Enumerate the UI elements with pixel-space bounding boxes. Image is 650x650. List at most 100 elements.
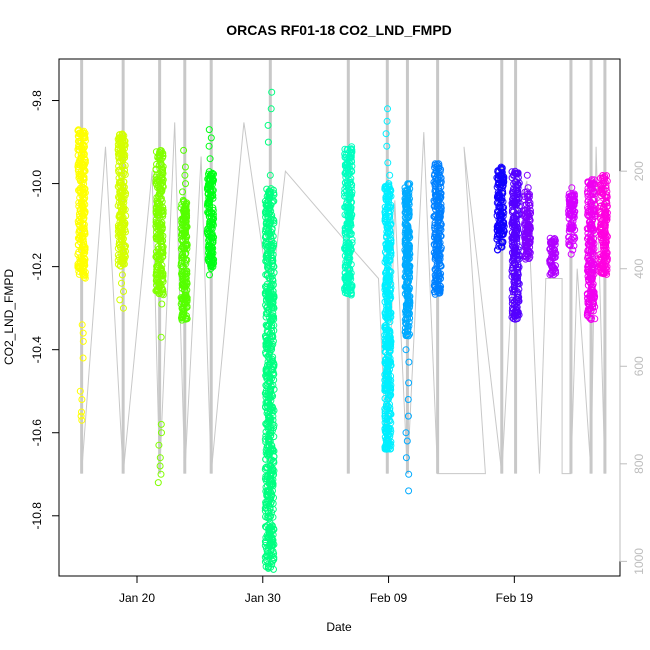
data-point xyxy=(154,207,162,215)
data-point xyxy=(405,293,413,301)
data-point xyxy=(525,255,533,262)
data-point xyxy=(383,335,391,343)
data-point xyxy=(435,276,443,284)
data-point xyxy=(386,213,394,221)
data-point xyxy=(265,378,273,386)
data-point xyxy=(381,324,389,332)
data-point xyxy=(570,242,578,250)
data-point xyxy=(383,365,391,373)
data-point xyxy=(434,187,442,195)
data-point xyxy=(159,291,167,299)
data-point xyxy=(387,410,395,418)
data-point xyxy=(347,175,355,183)
data-point xyxy=(568,192,576,199)
data-point xyxy=(432,250,439,258)
data-point xyxy=(584,263,592,271)
data-point xyxy=(269,471,277,479)
data-point xyxy=(405,301,413,309)
flight-series-8 xyxy=(381,105,395,453)
flight-series-11 xyxy=(493,163,508,254)
data-point xyxy=(348,158,356,166)
data-point xyxy=(513,196,521,204)
data-point xyxy=(119,304,127,312)
data-point xyxy=(402,331,410,338)
data-point xyxy=(384,441,392,449)
data-point xyxy=(342,225,349,233)
data-point xyxy=(584,233,592,241)
data-point xyxy=(384,209,392,217)
data-point xyxy=(433,197,441,205)
data-point xyxy=(521,196,528,204)
data-point xyxy=(77,209,85,217)
data-point xyxy=(118,279,125,287)
data-point xyxy=(264,358,272,366)
data-point xyxy=(159,276,167,284)
flight-series-12 xyxy=(508,167,523,323)
data-point xyxy=(385,416,393,424)
data-point xyxy=(512,226,520,234)
data-point xyxy=(207,224,215,232)
data-point xyxy=(509,315,517,323)
data-point xyxy=(119,228,127,236)
data-point xyxy=(514,224,522,232)
data-point xyxy=(383,282,391,290)
data-point xyxy=(383,142,391,150)
data-point xyxy=(159,167,166,175)
flight-series-15 xyxy=(565,184,579,258)
x-tick-label: Jan 20 xyxy=(119,591,155,605)
data-point xyxy=(264,197,272,205)
y-tick-label: -9.8 xyxy=(30,90,44,111)
data-point xyxy=(600,269,608,276)
data-point xyxy=(262,219,270,227)
y-tick-label: -10.0 xyxy=(30,170,44,198)
data-point xyxy=(261,507,269,515)
flight-series-7 xyxy=(341,143,356,299)
data-point xyxy=(523,171,531,179)
data-point xyxy=(155,441,163,449)
data-point xyxy=(263,369,271,377)
data-point xyxy=(207,193,215,200)
data-point xyxy=(497,212,505,220)
data-point xyxy=(602,238,610,246)
data-point xyxy=(262,552,270,560)
data-point xyxy=(347,231,355,238)
data-point xyxy=(117,179,125,187)
data-point xyxy=(180,308,188,316)
flight-series-10 xyxy=(430,160,445,298)
chart-title: ORCAS RF01-18 CO2_LND_FMPD xyxy=(226,22,452,38)
right-tick-label: 1000 xyxy=(632,548,646,575)
data-point xyxy=(385,344,393,352)
data-point xyxy=(114,232,122,240)
y-axis-label: CO2_LND_FMPD xyxy=(2,269,16,365)
data-point xyxy=(405,470,413,478)
data-point xyxy=(514,308,522,316)
right-axis: 200 400 600 800 1000 xyxy=(619,161,646,575)
data-point xyxy=(510,230,518,237)
data-point xyxy=(514,211,522,219)
data-point xyxy=(209,180,216,188)
data-point xyxy=(78,255,86,263)
data-point xyxy=(156,454,164,462)
data-point xyxy=(266,391,274,399)
data-point xyxy=(154,256,162,263)
data-point xyxy=(524,232,532,240)
data-point xyxy=(382,290,390,298)
data-point xyxy=(261,289,269,297)
data-point xyxy=(383,274,391,282)
data-point xyxy=(263,256,271,264)
data-point xyxy=(600,203,608,211)
data-point xyxy=(509,195,516,203)
data-point xyxy=(157,235,165,242)
data-point xyxy=(74,165,82,173)
data-point xyxy=(602,242,610,250)
data-point xyxy=(588,257,596,265)
data-point xyxy=(264,138,272,146)
data-point xyxy=(381,215,389,223)
data-point xyxy=(118,154,126,162)
data-point xyxy=(209,210,217,218)
data-point xyxy=(270,526,278,533)
data-point xyxy=(588,243,596,251)
data-point xyxy=(267,105,275,113)
data-point xyxy=(79,354,87,362)
